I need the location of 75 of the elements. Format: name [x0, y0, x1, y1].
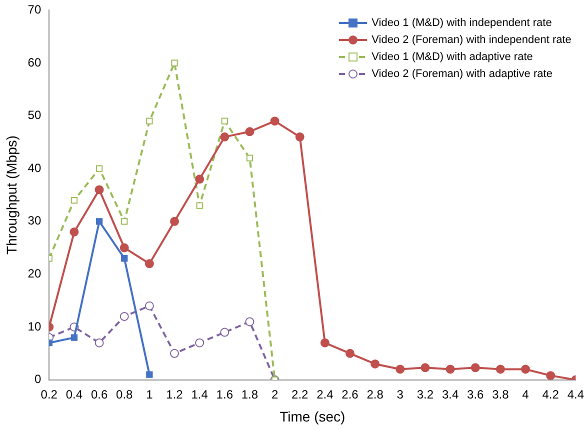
point	[370, 359, 380, 368]
point	[320, 338, 330, 348]
point	[144, 301, 154, 310]
point	[144, 259, 154, 268]
point	[220, 328, 230, 337]
x-tick-label: 3.4	[442, 387, 459, 402]
legend-label: Video 2 (Foreman) with adaptive rate	[372, 68, 552, 80]
point	[70, 196, 78, 204]
point	[295, 132, 304, 142]
point	[170, 216, 180, 226]
point	[96, 218, 103, 225]
x-tick-label: 2.6	[342, 387, 359, 402]
point	[420, 363, 430, 372]
x-tick-label: 4.2	[542, 387, 560, 402]
point	[120, 243, 129, 252]
point	[196, 202, 203, 209]
x-tick-label: 1.8	[241, 387, 258, 402]
x-tick-label: 1	[146, 387, 154, 402]
x-tick-label: 3.2	[416, 387, 434, 402]
point	[121, 255, 128, 262]
y-tick-label: 10	[28, 319, 42, 334]
point	[195, 338, 204, 348]
y-tick-label: 60	[28, 55, 42, 70]
x-tick-label: 0.4	[66, 387, 83, 402]
point	[521, 364, 530, 374]
point	[546, 371, 556, 380]
point	[120, 312, 129, 321]
point	[94, 338, 104, 348]
y-tick-label: 70	[28, 2, 42, 17]
point	[170, 348, 180, 358]
point	[270, 116, 280, 126]
point	[245, 317, 254, 326]
point	[245, 127, 254, 136]
point	[146, 371, 153, 378]
point	[171, 60, 178, 66]
point	[195, 174, 204, 184]
point	[146, 118, 153, 124]
point	[70, 334, 78, 341]
y-tick-label: 50	[28, 108, 42, 122]
point	[470, 363, 480, 372]
y-tick-label: 20	[28, 266, 42, 281]
x-tick-label: 0.6	[90, 387, 108, 402]
y-tick-label: 30	[28, 214, 42, 228]
x-tick-label: 2	[271, 387, 278, 402]
x-tick-label: 4.4	[567, 387, 584, 402]
y-tick-label: 0	[34, 372, 42, 386]
point	[396, 364, 405, 374]
point	[96, 165, 103, 172]
point	[446, 364, 455, 374]
point	[221, 118, 228, 124]
x-tick-label: 3.6	[467, 387, 484, 402]
legend-label: Video 1 (M&D) with independent rate	[372, 16, 552, 29]
x-tick-label: 2.2	[292, 387, 309, 402]
point	[70, 227, 79, 236]
point	[121, 218, 128, 225]
x-tick-label: 3	[396, 387, 404, 402]
x-tick-label: 0.2	[40, 387, 58, 402]
x-tick-label: 2.4	[316, 387, 334, 402]
x-tick-label: 0.8	[116, 387, 134, 402]
y-tick-label: 40	[28, 160, 42, 175]
point	[346, 348, 355, 358]
point	[220, 132, 230, 142]
x-tick-label: 1.6	[216, 387, 234, 402]
x-tick-label: 1.2	[166, 387, 184, 402]
x-tick-label: 4	[522, 387, 530, 402]
x-axis-title: Time (sec)	[280, 408, 346, 424]
legend-label: Video 2 (Foreman) with independent rate	[372, 34, 572, 46]
point	[246, 154, 254, 162]
y-axis-title: Throughput (Mbps)	[3, 135, 20, 255]
point	[496, 364, 505, 374]
point	[94, 185, 104, 194]
x-tick-label: 1.4	[191, 387, 208, 402]
x-tick-label: 3.8	[492, 387, 510, 402]
x-tick-label: 2.8	[366, 387, 384, 402]
legend-label: Video 1 (M&D) with adaptive rate	[372, 50, 533, 63]
